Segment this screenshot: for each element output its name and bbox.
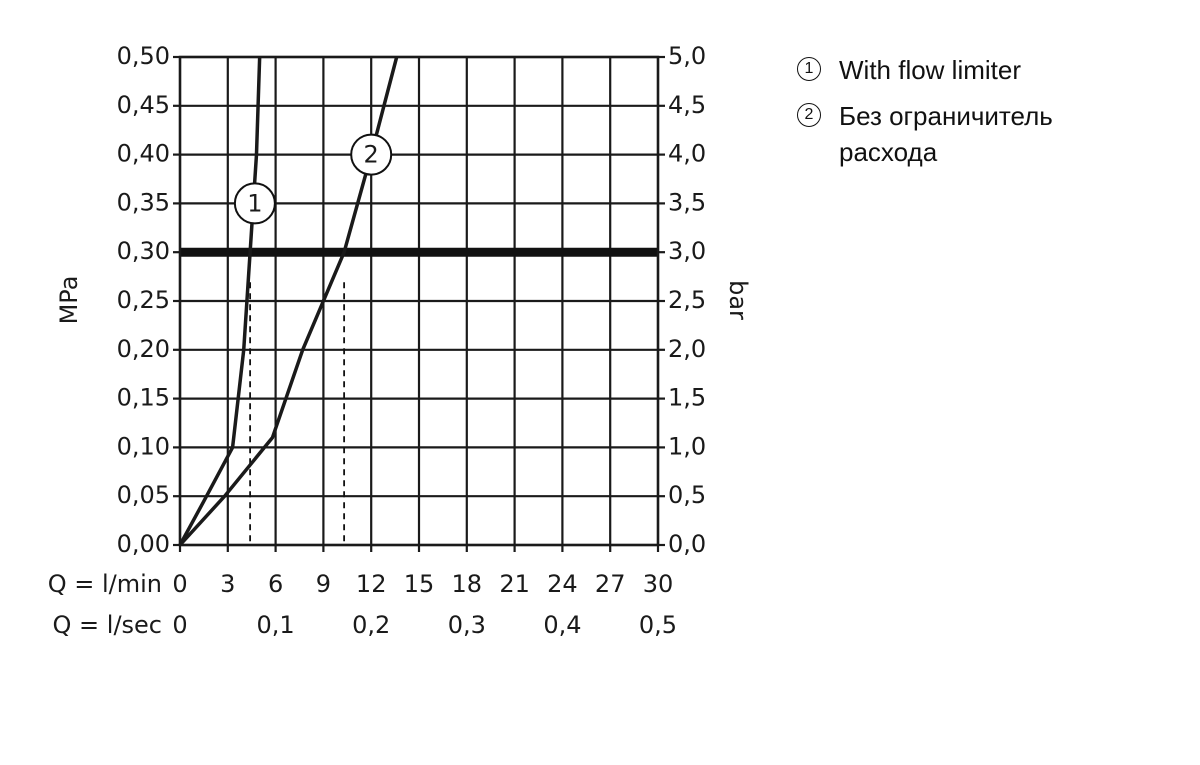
y-tick-label: 0,05 bbox=[117, 481, 170, 509]
x-tick-label: 30 bbox=[643, 570, 674, 598]
y-tick-label: 0,30 bbox=[117, 237, 170, 265]
y2-tick-label: 0,0 bbox=[668, 530, 706, 558]
curve-label: 2 bbox=[364, 141, 379, 169]
legend-item: 1 With flow limiter bbox=[797, 52, 1129, 88]
x-tick-label: 27 bbox=[595, 570, 626, 598]
y-tick-label: 0,15 bbox=[117, 384, 170, 412]
y-tick-label: 0,00 bbox=[117, 530, 170, 558]
x-tick-label: 0 bbox=[172, 570, 187, 598]
y-tick-label: 0,50 bbox=[117, 42, 170, 70]
y-tick-label: 0,25 bbox=[117, 286, 170, 314]
x-axis-label: Q = l/min bbox=[48, 570, 162, 598]
x2-tick-label: 0,1 bbox=[257, 611, 295, 639]
curve-label-circle bbox=[233, 182, 276, 225]
y2-tick-label: 3,0 bbox=[668, 237, 706, 265]
x-tick-label: 18 bbox=[452, 570, 483, 598]
legend-label: With flow limiter bbox=[839, 55, 1022, 85]
curve-label-circle bbox=[350, 133, 393, 176]
y-tick-label: 0,20 bbox=[117, 335, 170, 363]
y2-tick-label: 5,0 bbox=[668, 42, 706, 70]
x-tick-label: 21 bbox=[499, 570, 530, 598]
x-tick-label: 24 bbox=[547, 570, 578, 598]
x-tick-label: 6 bbox=[268, 570, 283, 598]
legend-marker: 1 bbox=[797, 57, 821, 81]
legend-marker: 2 bbox=[797, 103, 821, 127]
y2-tick-label: 2,5 bbox=[668, 286, 706, 314]
x-tick-label: 9 bbox=[316, 570, 331, 598]
y-axis-label: MPa bbox=[55, 276, 83, 325]
y2-tick-label: 2,0 bbox=[668, 335, 706, 363]
y-tick-label: 0,35 bbox=[117, 188, 170, 216]
series-line bbox=[178, 56, 262, 546]
legend-item: 2 Без ограничитель расхода bbox=[797, 98, 1129, 170]
y2-tick-label: 4,0 bbox=[668, 140, 706, 168]
y-tick-label: 0,10 bbox=[117, 432, 170, 460]
x2-tick-label: 0,2 bbox=[352, 611, 390, 639]
y-tick-label: 0,40 bbox=[117, 140, 170, 168]
y2-tick-label: 0,5 bbox=[668, 481, 706, 509]
x2-tick-label: 0 bbox=[172, 611, 187, 639]
y2-tick-label: 4,5 bbox=[668, 91, 706, 119]
y2-tick-label: 1,0 bbox=[668, 432, 706, 460]
x2-tick-label: 0,4 bbox=[543, 611, 581, 639]
y-tick-label: 0,45 bbox=[117, 91, 170, 119]
legend-label: Без ограничитель расхода bbox=[839, 101, 1053, 167]
x2-axis-label: Q = l/sec bbox=[53, 611, 162, 639]
x-tick-label: 15 bbox=[404, 570, 435, 598]
x-tick-label: 3 bbox=[220, 570, 235, 598]
curve-label: 1 bbox=[247, 189, 262, 217]
y2-tick-label: 1,5 bbox=[668, 384, 706, 412]
y2-axis-label: bar bbox=[724, 280, 752, 320]
x2-tick-label: 0,3 bbox=[448, 611, 486, 639]
plot-frame bbox=[178, 55, 660, 547]
y2-tick-label: 3,5 bbox=[668, 188, 706, 216]
x-tick-label: 12 bbox=[356, 570, 387, 598]
x2-tick-label: 0,5 bbox=[639, 611, 677, 639]
